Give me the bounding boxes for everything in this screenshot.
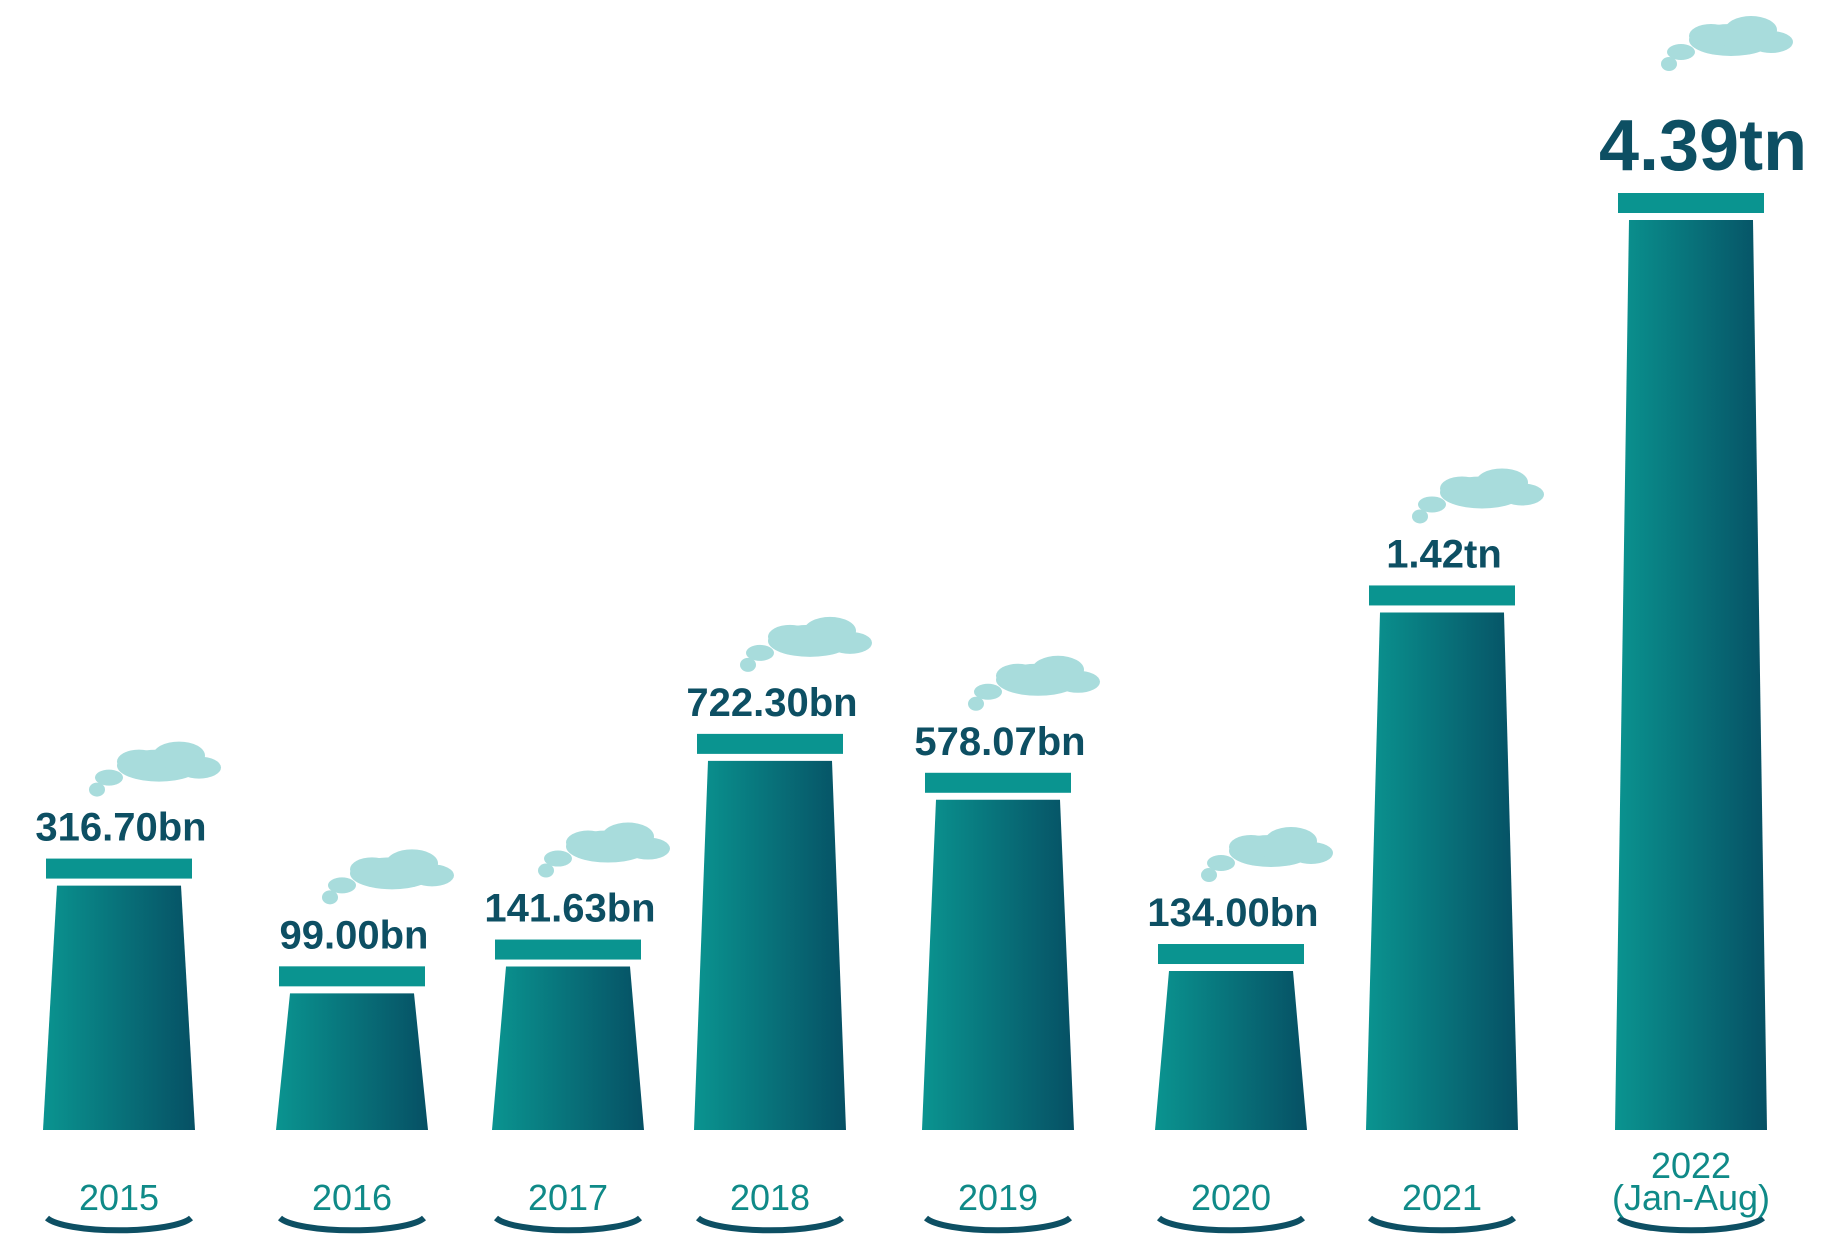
smoke-cloud xyxy=(538,822,670,878)
chimney-cap xyxy=(697,733,843,754)
value-label: 1.42tn xyxy=(1386,532,1502,576)
value-label: 134.00bn xyxy=(1147,891,1318,935)
chimney-cap xyxy=(1158,944,1304,965)
chimney xyxy=(43,885,195,1130)
base-ring xyxy=(277,1215,427,1234)
chimney-cap xyxy=(46,858,192,879)
chimney-cap xyxy=(1618,193,1764,213)
base-ring xyxy=(1367,1215,1517,1234)
value-label: 141.63bn xyxy=(484,887,655,931)
smoke-cloud xyxy=(89,741,221,797)
category-label: 2021 xyxy=(1401,1177,1483,1218)
category-label: 2017 xyxy=(527,1177,609,1218)
chimney-cap xyxy=(925,772,1071,793)
smoke-cloud xyxy=(1661,16,1793,71)
value-label: 99.00bn xyxy=(280,913,429,957)
category-label: 2016 xyxy=(311,1177,393,1218)
value-label: 316.70bn xyxy=(35,806,206,850)
category-label: 2018 xyxy=(729,1177,811,1218)
chimney xyxy=(276,993,428,1130)
base-ring xyxy=(44,1215,194,1234)
smoke-cloud xyxy=(740,616,872,672)
chimney-cap xyxy=(1369,585,1515,606)
chimney-cap xyxy=(279,966,425,987)
category-label: 2015 xyxy=(78,1177,160,1218)
category-label: 2019 xyxy=(957,1177,1039,1218)
value-label: 722.30bn xyxy=(686,681,857,725)
base-ring xyxy=(1156,1215,1306,1234)
chimney xyxy=(922,799,1074,1130)
chimney xyxy=(694,760,846,1130)
base-ring xyxy=(1616,1215,1766,1234)
base-ring xyxy=(923,1215,1073,1234)
base-ring xyxy=(695,1215,845,1234)
chimney xyxy=(1155,971,1307,1130)
value-label: 578.07bn xyxy=(914,720,1085,764)
smoke-cloud xyxy=(968,655,1100,711)
chimney xyxy=(1615,220,1767,1130)
chimney xyxy=(1366,612,1518,1130)
value-label: 4.39tn xyxy=(1599,106,1807,186)
base-ring xyxy=(493,1215,643,1234)
chimney xyxy=(492,966,644,1130)
smoke-cloud xyxy=(1201,827,1333,883)
smoke-cloud xyxy=(322,849,454,905)
chimney-cap xyxy=(495,939,641,960)
category-label: 2020 xyxy=(1190,1177,1272,1218)
category-label: 2022 (Jan-Aug) xyxy=(1611,1145,1771,1218)
smoke-cloud xyxy=(1412,468,1544,524)
